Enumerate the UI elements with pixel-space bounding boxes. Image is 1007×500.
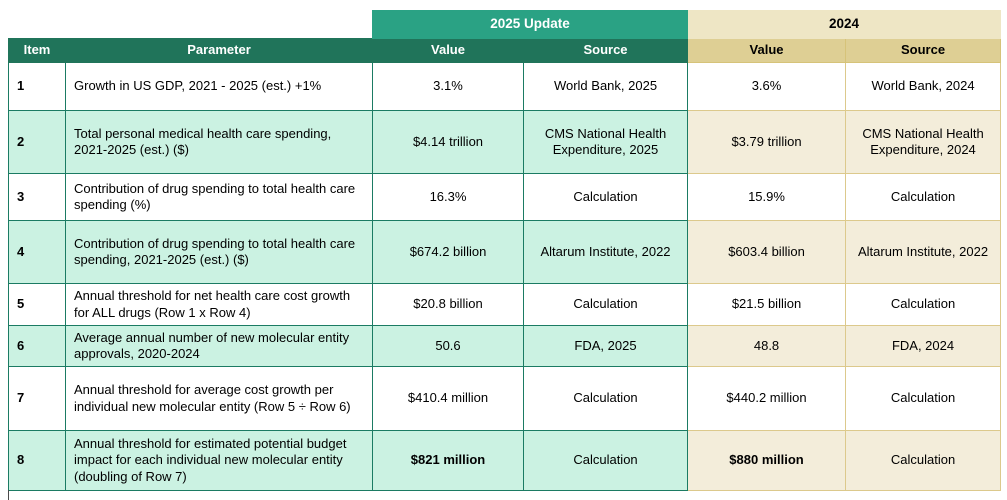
table-row: 7 Annual threshold for average cost growt… xyxy=(8,366,1002,431)
item-cell: 6 xyxy=(8,325,66,367)
value-2024-cell: $3.79 trillion xyxy=(687,110,847,174)
table-left-border-tick xyxy=(8,490,9,500)
source-2024-cell: Calculation xyxy=(845,283,1002,326)
value-2025-cell: 50.6 xyxy=(372,325,524,367)
source-2025-cell: Calculation xyxy=(522,366,689,431)
source-2025-cell: Calculation xyxy=(522,283,689,326)
value-2024-cell: 3.6% xyxy=(687,62,847,111)
value-2024-cell: 15.9% xyxy=(687,173,847,221)
group-header-2025-update: 2025 Update xyxy=(371,10,689,39)
blank-corner xyxy=(8,10,373,39)
parameter-cell: Annual threshold for average cost growth… xyxy=(65,366,373,431)
table-row: 1 Growth in US GDP, 2021 - 2025 (est.) +1… xyxy=(8,62,1002,111)
group-header-2024: 2024 xyxy=(687,10,1002,39)
table-row: 8 Annual threshold for estimated potentia… xyxy=(8,430,1002,491)
col-header-value-2025: Value xyxy=(372,38,524,63)
table-row: 4 Contribution of drug spending to total … xyxy=(8,220,1002,284)
value-2024-cell: $603.4 billion xyxy=(687,220,847,284)
col-header-source-2025: Source xyxy=(522,38,689,63)
table-row: 3 Contribution of drug spending to total … xyxy=(8,173,1002,221)
parameter-cell: Growth in US GDP, 2021 - 2025 (est.) +1% xyxy=(65,62,373,111)
table-body: 1 Growth in US GDP, 2021 - 2025 (est.) +1… xyxy=(8,62,1002,491)
source-2024-cell: FDA, 2024 xyxy=(845,325,1002,367)
source-2025-cell: Calculation xyxy=(522,430,689,491)
source-2024-cell: Calculation xyxy=(845,430,1002,491)
source-2024-cell: World Bank, 2024 xyxy=(845,62,1002,111)
table-row: 2 Total personal medical health care spen… xyxy=(8,110,1002,174)
value-2024-cell: $21.5 billion xyxy=(687,283,847,326)
table-row: 5 Annual threshold for net health care co… xyxy=(8,283,1002,326)
item-cell: 7 xyxy=(8,366,66,431)
parameter-cell: Contribution of drug spending to total h… xyxy=(65,173,373,221)
column-header-row: Item Parameter Value Source Value Source xyxy=(8,38,1002,63)
col-header-value-2024: Value xyxy=(687,38,847,63)
item-cell: 8 xyxy=(8,430,66,491)
col-header-parameter: Parameter xyxy=(65,38,373,63)
source-2025-cell: CMS National Health Expenditure, 2025 xyxy=(522,110,689,174)
col-header-item: Item xyxy=(8,38,66,63)
value-2025-cell: 16.3% xyxy=(372,173,524,221)
parameter-cell: Average annual number of new molecular e… xyxy=(65,325,373,367)
parameter-cell: Annual threshold for net health care cos… xyxy=(65,283,373,326)
table-row: 6 Average annual number of new molecular … xyxy=(8,325,1002,367)
source-2025-cell: FDA, 2025 xyxy=(522,325,689,367)
value-2025-cell: $674.2 billion xyxy=(372,220,524,284)
parameters-table: 2025 Update 2024 Item Parameter Value So… xyxy=(8,10,1002,491)
item-cell: 2 xyxy=(8,110,66,174)
source-2024-cell: CMS National Health Expenditure, 2024 xyxy=(845,110,1002,174)
item-cell: 3 xyxy=(8,173,66,221)
value-2025-cell: $410.4 million xyxy=(372,366,524,431)
parameter-cell: Total personal medical health care spend… xyxy=(65,110,373,174)
value-2024-cell: $440.2 million xyxy=(687,366,847,431)
source-2024-cell: Calculation xyxy=(845,366,1002,431)
source-2025-cell: Calculation xyxy=(522,173,689,221)
value-2024-cell: 48.8 xyxy=(687,325,847,367)
col-header-source-2024: Source xyxy=(845,38,1002,63)
value-2025-cell: $20.8 billion xyxy=(372,283,524,326)
value-2025-cell: $821 million xyxy=(372,430,524,491)
group-header-row: 2025 Update 2024 xyxy=(8,10,1002,39)
source-2025-cell: World Bank, 2025 xyxy=(522,62,689,111)
parameter-cell: Annual threshold for estimated potential… xyxy=(65,430,373,491)
value-2024-cell: $880 million xyxy=(687,430,847,491)
source-2024-cell: Altarum Institute, 2022 xyxy=(845,220,1002,284)
parameter-cell: Contribution of drug spending to total h… xyxy=(65,220,373,284)
item-cell: 1 xyxy=(8,62,66,111)
value-2025-cell: 3.1% xyxy=(372,62,524,111)
value-2025-cell: $4.14 trillion xyxy=(372,110,524,174)
item-cell: 4 xyxy=(8,220,66,284)
item-cell: 5 xyxy=(8,283,66,326)
source-2025-cell: Altarum Institute, 2022 xyxy=(522,220,689,284)
source-2024-cell: Calculation xyxy=(845,173,1002,221)
